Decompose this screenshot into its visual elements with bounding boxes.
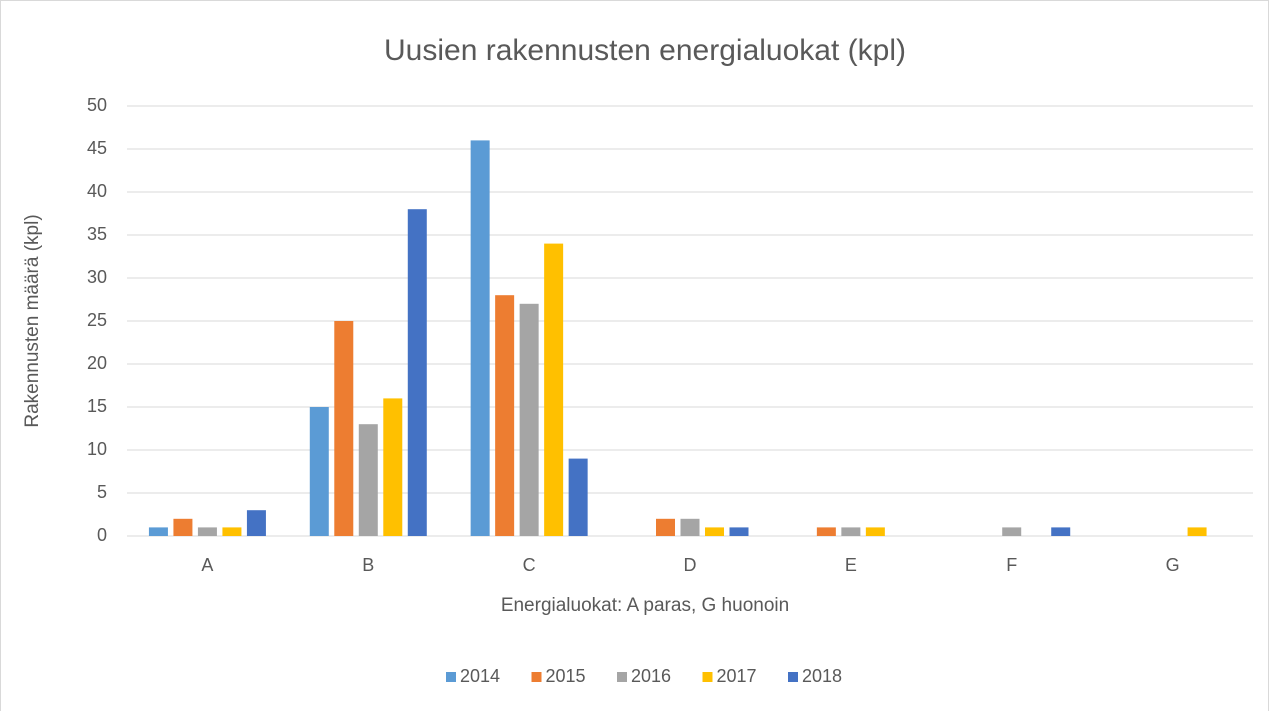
bar [544, 243, 564, 536]
y-tick-label: 10 [87, 439, 107, 459]
y-tick-label: 20 [87, 353, 107, 373]
bar [197, 527, 217, 536]
bar [519, 303, 539, 536]
legend-label: 2014 [460, 666, 500, 686]
x-tick-label: C [523, 555, 536, 575]
x-tick-label: D [684, 555, 697, 575]
bar [222, 527, 242, 536]
bar [309, 407, 329, 536]
bar [865, 527, 885, 536]
legend-label: 2017 [717, 666, 757, 686]
bar [173, 518, 193, 536]
bar [816, 527, 836, 536]
bar [841, 527, 861, 536]
bar [1187, 527, 1207, 536]
legend-swatch [617, 672, 627, 682]
y-tick-label: 50 [87, 95, 107, 115]
x-tick-label: B [362, 555, 374, 575]
x-tick-label: G [1166, 555, 1180, 575]
legend-swatch [788, 672, 798, 682]
bar [495, 295, 515, 536]
bar [246, 510, 266, 536]
x-tick-label: E [845, 555, 857, 575]
bar [568, 458, 588, 536]
y-tick-label: 35 [87, 224, 107, 244]
chart-title: Uusien rakennusten energialuokat (kpl) [384, 34, 906, 67]
bar [1002, 527, 1022, 536]
bar [358, 424, 378, 536]
legend-swatch [531, 672, 542, 682]
y-axis-label: Rakennusten määrä (kpl) [22, 214, 43, 427]
x-tick-label: F [1006, 555, 1017, 575]
y-tick-label: 45 [87, 138, 107, 158]
legend-swatch [446, 672, 456, 682]
y-tick-label: 5 [97, 482, 107, 502]
x-axis-label: Energialuokat: A paras, G huonoin [501, 595, 789, 616]
y-tick-label: 30 [87, 267, 107, 287]
legend-swatch [702, 672, 713, 682]
legend-label: 2018 [802, 666, 842, 686]
bar [729, 527, 749, 536]
legend-label: 2015 [546, 666, 586, 686]
bar [148, 527, 168, 536]
legend-label: 2016 [631, 666, 671, 686]
bar [1051, 527, 1071, 536]
y-tick-label: 25 [87, 310, 107, 330]
bar [407, 209, 427, 536]
bar [334, 321, 354, 536]
bar [705, 527, 724, 536]
x-tick-label: A [201, 555, 213, 575]
bar [383, 398, 403, 536]
y-tick-label: 0 [97, 525, 107, 545]
y-tick-label: 15 [87, 396, 107, 416]
y-tick-label: 40 [87, 181, 107, 201]
bar [680, 518, 700, 536]
bar [656, 518, 675, 536]
bar [470, 140, 490, 536]
